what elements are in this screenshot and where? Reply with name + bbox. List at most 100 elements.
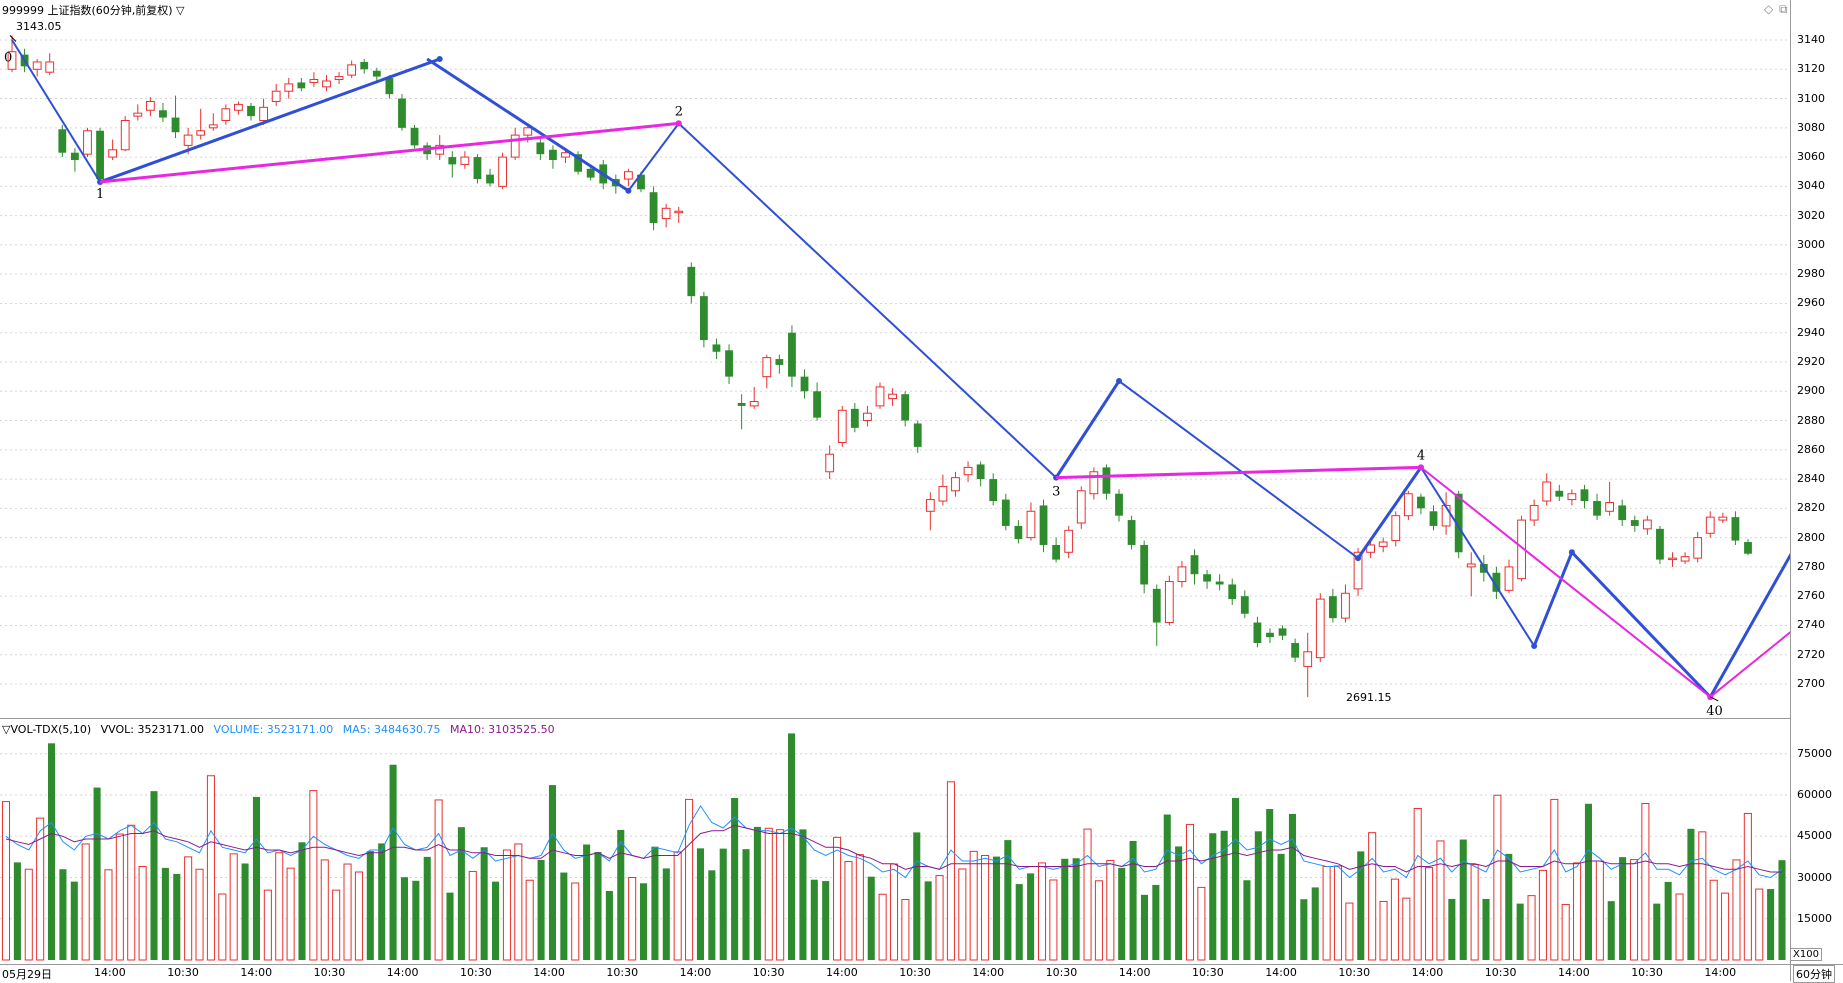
candle-body xyxy=(1064,529,1074,553)
time-tick-label: 10:30 xyxy=(752,966,785,979)
volume-bar xyxy=(981,855,990,961)
volume-indicator-name[interactable]: ▽VOL-TDX(5,10) xyxy=(2,723,92,736)
volume-chart-svg[interactable] xyxy=(0,720,1790,964)
candle-body xyxy=(1705,516,1715,534)
wave-line xyxy=(1532,551,1574,647)
price-axis xyxy=(1790,0,1843,981)
wave-label: 4 xyxy=(1417,448,1425,463)
restore-window-icon[interactable]: ⧉ xyxy=(1779,2,1788,16)
volume-bar xyxy=(764,827,773,961)
volume-ma10-line xyxy=(5,824,1782,873)
volume-bar xyxy=(958,868,967,961)
volume-bar xyxy=(560,872,568,960)
time-tick-label: 10:30 xyxy=(1631,966,1663,979)
candle-body xyxy=(1417,496,1425,509)
candle-body xyxy=(171,117,180,133)
price-tick-label: 2880 xyxy=(1797,413,1825,427)
volume-indicator-header[interactable]: ▽VOL-TDX(5,10) VVOL: 3523171.00 VOLUME: … xyxy=(2,723,561,736)
volume-bar xyxy=(514,843,523,961)
candle-body xyxy=(661,207,671,220)
candle-body xyxy=(1529,504,1539,521)
volume-bar xyxy=(1538,869,1547,961)
volume-bar xyxy=(776,829,785,961)
candle-body xyxy=(334,76,344,81)
candle-body xyxy=(1504,566,1514,591)
candle-body xyxy=(725,350,733,377)
candle-body xyxy=(145,100,155,111)
volume-bar xyxy=(1402,897,1411,961)
price-chart-pane[interactable]: 01234404142 999999 上证指数(60分钟,前复权) ▽ 3143… xyxy=(0,0,1790,719)
volume-bar xyxy=(571,882,580,961)
candle-body xyxy=(183,134,193,146)
candle-body xyxy=(888,393,897,400)
volume-bar xyxy=(184,856,193,961)
volume-bar xyxy=(617,829,625,960)
volume-bar xyxy=(810,879,818,960)
volume-bar xyxy=(1687,828,1695,960)
wave-line xyxy=(627,122,680,192)
volume-bar xyxy=(138,866,147,961)
candle-body xyxy=(271,90,281,102)
candle-body xyxy=(951,477,960,492)
volume-bar xyxy=(298,842,306,960)
time-tick-label: 14:00 xyxy=(1118,966,1151,979)
volume-bar xyxy=(70,881,78,960)
candle-body xyxy=(976,464,985,480)
wave-line xyxy=(1054,380,1121,479)
candle-body xyxy=(1014,525,1023,540)
volume-bar xyxy=(115,833,124,961)
candle-body xyxy=(637,174,645,190)
candle-body xyxy=(1580,489,1589,502)
candle-body xyxy=(1656,528,1664,560)
period-selector[interactable]: 60分钟 xyxy=(1793,965,1835,983)
wave-arrowhead xyxy=(436,56,443,63)
diamond-icon[interactable]: ◇ xyxy=(1764,2,1774,16)
time-tick-label: 14:00 xyxy=(240,966,273,979)
candle-body xyxy=(1039,505,1048,545)
price-tick-label: 2700 xyxy=(1797,677,1825,690)
price-tick-label: 2920 xyxy=(1797,355,1825,368)
price-tick-label: 3080 xyxy=(1797,120,1825,134)
candle-body xyxy=(498,156,508,187)
volume-scale-label: X100 xyxy=(1790,948,1822,961)
candle-body xyxy=(1190,555,1199,575)
candle-body xyxy=(825,453,835,473)
volume-bar xyxy=(1482,898,1490,960)
candle-body xyxy=(247,105,255,117)
candle-body xyxy=(309,79,319,83)
price-chart-svg[interactable]: 01234404142 xyxy=(0,0,1790,718)
volume-bar xyxy=(320,859,329,961)
volume-bar xyxy=(1721,892,1730,961)
wave-line xyxy=(678,122,1057,479)
volume-bar xyxy=(1311,887,1319,960)
volume-bar xyxy=(13,862,21,960)
candle-body xyxy=(561,152,570,158)
candle-body xyxy=(1744,542,1752,554)
time-tick-label: 14:00 xyxy=(533,966,565,979)
volume-bar xyxy=(332,889,341,961)
candle-body xyxy=(813,391,822,418)
volume-bar xyxy=(855,854,864,961)
candle-body xyxy=(1177,566,1187,583)
price-tick-label: 3040 xyxy=(1797,179,1825,193)
volume-bar xyxy=(1175,846,1183,960)
volume-bar xyxy=(1254,831,1262,960)
candle-body xyxy=(1052,544,1061,560)
price-tick-label: 2740 xyxy=(1797,618,1825,632)
time-tick-label: 14:00 xyxy=(826,966,858,979)
candle-body xyxy=(398,98,406,128)
time-tick-label: 10:30 xyxy=(1484,966,1517,979)
volume-chart-pane[interactable] xyxy=(0,720,1790,964)
volume-bar xyxy=(1345,902,1354,961)
candle-body xyxy=(297,82,306,89)
candle-body xyxy=(1341,592,1350,619)
volume-bar xyxy=(1595,860,1604,961)
price-chart-title[interactable]: 999999 上证指数(60分钟,前复权) ▽ xyxy=(2,4,185,17)
candle-body xyxy=(120,120,130,151)
volume-bar xyxy=(878,893,887,961)
candle-body xyxy=(837,409,847,443)
volume-bar xyxy=(1550,798,1559,961)
time-tick-label: 14:00 xyxy=(972,966,1005,979)
volume-bar xyxy=(788,733,796,960)
candle-body xyxy=(762,357,772,378)
